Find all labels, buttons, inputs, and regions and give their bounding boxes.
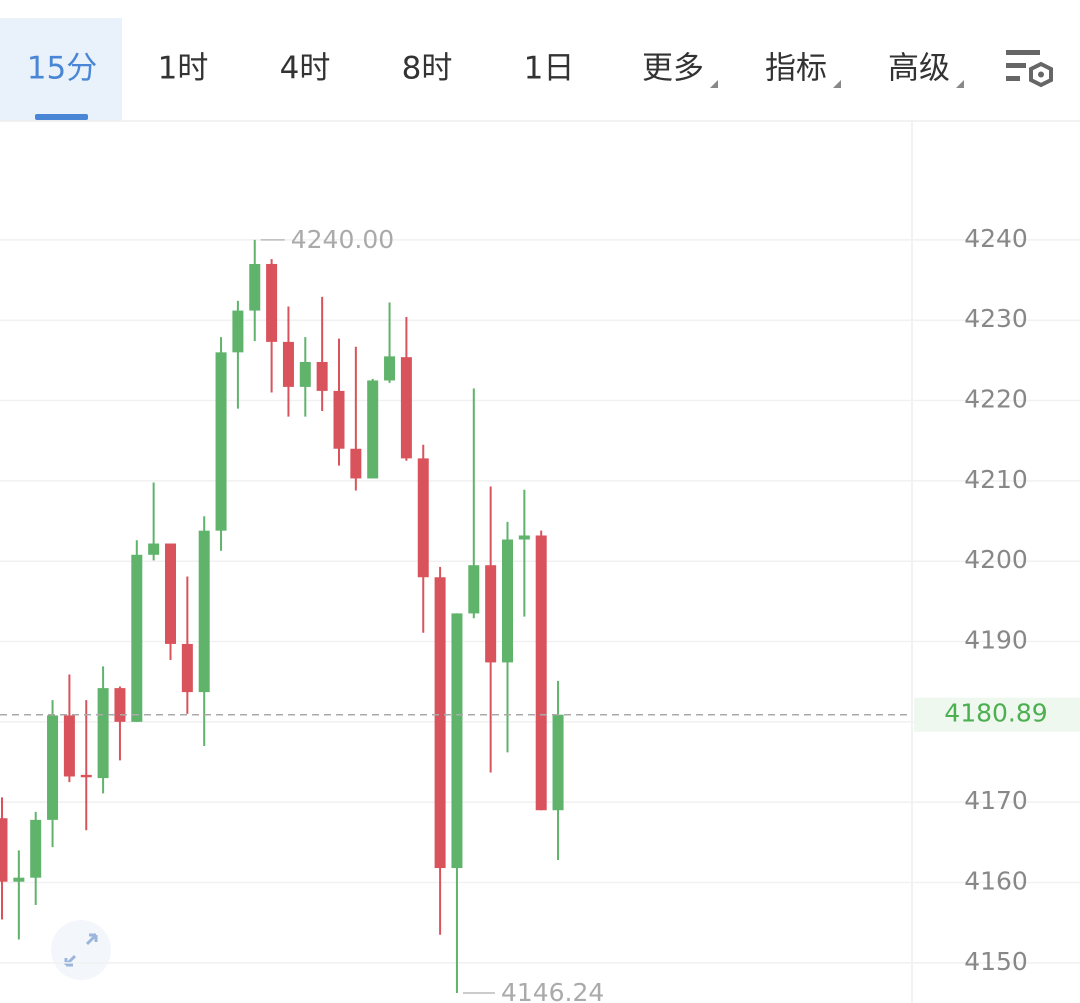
candle-body [451, 613, 463, 869]
candle-body [518, 535, 530, 540]
candle-body [266, 263, 278, 342]
expand-button[interactable] [51, 920, 111, 980]
candle-body [30, 819, 42, 878]
y-tick-label: 4240 [964, 224, 1028, 253]
candle-body [114, 688, 126, 722]
candle-body [350, 448, 362, 479]
icon-bar [1006, 50, 1040, 55]
candle-body [367, 380, 379, 479]
y-tick-label: 4160 [964, 867, 1028, 896]
dropdown-arrow [956, 80, 964, 88]
menu-tab[interactable]: 指标 [765, 51, 827, 87]
active-tab-bg [0, 18, 122, 121]
candle-body [232, 310, 244, 353]
candle-body [80, 774, 92, 778]
y-tick-label: 4200 [964, 545, 1028, 574]
menu-tab[interactable]: 更多 [642, 51, 704, 87]
dropdown-arrow [833, 80, 841, 88]
candle-body [282, 341, 294, 387]
menu-tab[interactable]: 高级 [888, 51, 950, 87]
candle-body [485, 565, 497, 663]
icon-dot [1038, 71, 1044, 78]
candle-body [131, 554, 143, 722]
candles [0, 239, 564, 994]
y-tick-label: 4220 [964, 385, 1028, 414]
y-tick-label: 4230 [964, 304, 1028, 333]
y-tick-label: 4210 [964, 465, 1028, 494]
y-tick-label: 4170 [964, 786, 1028, 815]
candle-body [165, 543, 176, 644]
candle-body [97, 688, 109, 779]
candle-body [299, 361, 311, 387]
candle-body [198, 530, 210, 693]
candle-body [384, 356, 396, 381]
candle-body [552, 714, 564, 811]
candle-body [148, 543, 160, 555]
high-marker-label: 4240.00 [291, 225, 394, 254]
candle-body [215, 352, 227, 531]
active-tab-indicator [35, 114, 88, 120]
candle-body [468, 565, 480, 614]
timeframe-tab[interactable]: 1日 [524, 51, 575, 87]
candle-body [535, 535, 547, 811]
candle-body [181, 643, 193, 693]
low-marker-label: 4146.24 [501, 978, 604, 1003]
candle-body [417, 458, 429, 578]
candle-body [400, 357, 412, 459]
timeframe-tab[interactable]: 1时 [158, 51, 209, 87]
candle-body [0, 818, 8, 882]
dropdown-arrow [710, 80, 718, 88]
candle-body [316, 361, 328, 391]
candle-body [249, 263, 261, 311]
candle-body [434, 577, 446, 869]
y-tick-label: 4150 [964, 947, 1028, 976]
expand-bg [51, 920, 111, 980]
candle-body [502, 539, 513, 663]
candle-body [333, 390, 345, 449]
last-price-bg [914, 697, 1080, 732]
icon-bar [1006, 76, 1020, 81]
timeframe-tab[interactable]: 8时 [402, 51, 453, 87]
y-tick-label: 4190 [964, 626, 1028, 655]
expand-icon [64, 933, 98, 967]
last-price-label: 4180.89 [944, 699, 1047, 728]
settings-icon[interactable] [1006, 50, 1053, 88]
icon-hex [1029, 61, 1053, 88]
candle-body [63, 715, 75, 777]
timeframe-tab[interactable]: 4时 [280, 51, 331, 87]
candle-body [13, 877, 25, 882]
icon-bar [1006, 63, 1026, 68]
candle-body [47, 715, 59, 820]
timeframe-tab[interactable]: 15分 [27, 51, 97, 87]
